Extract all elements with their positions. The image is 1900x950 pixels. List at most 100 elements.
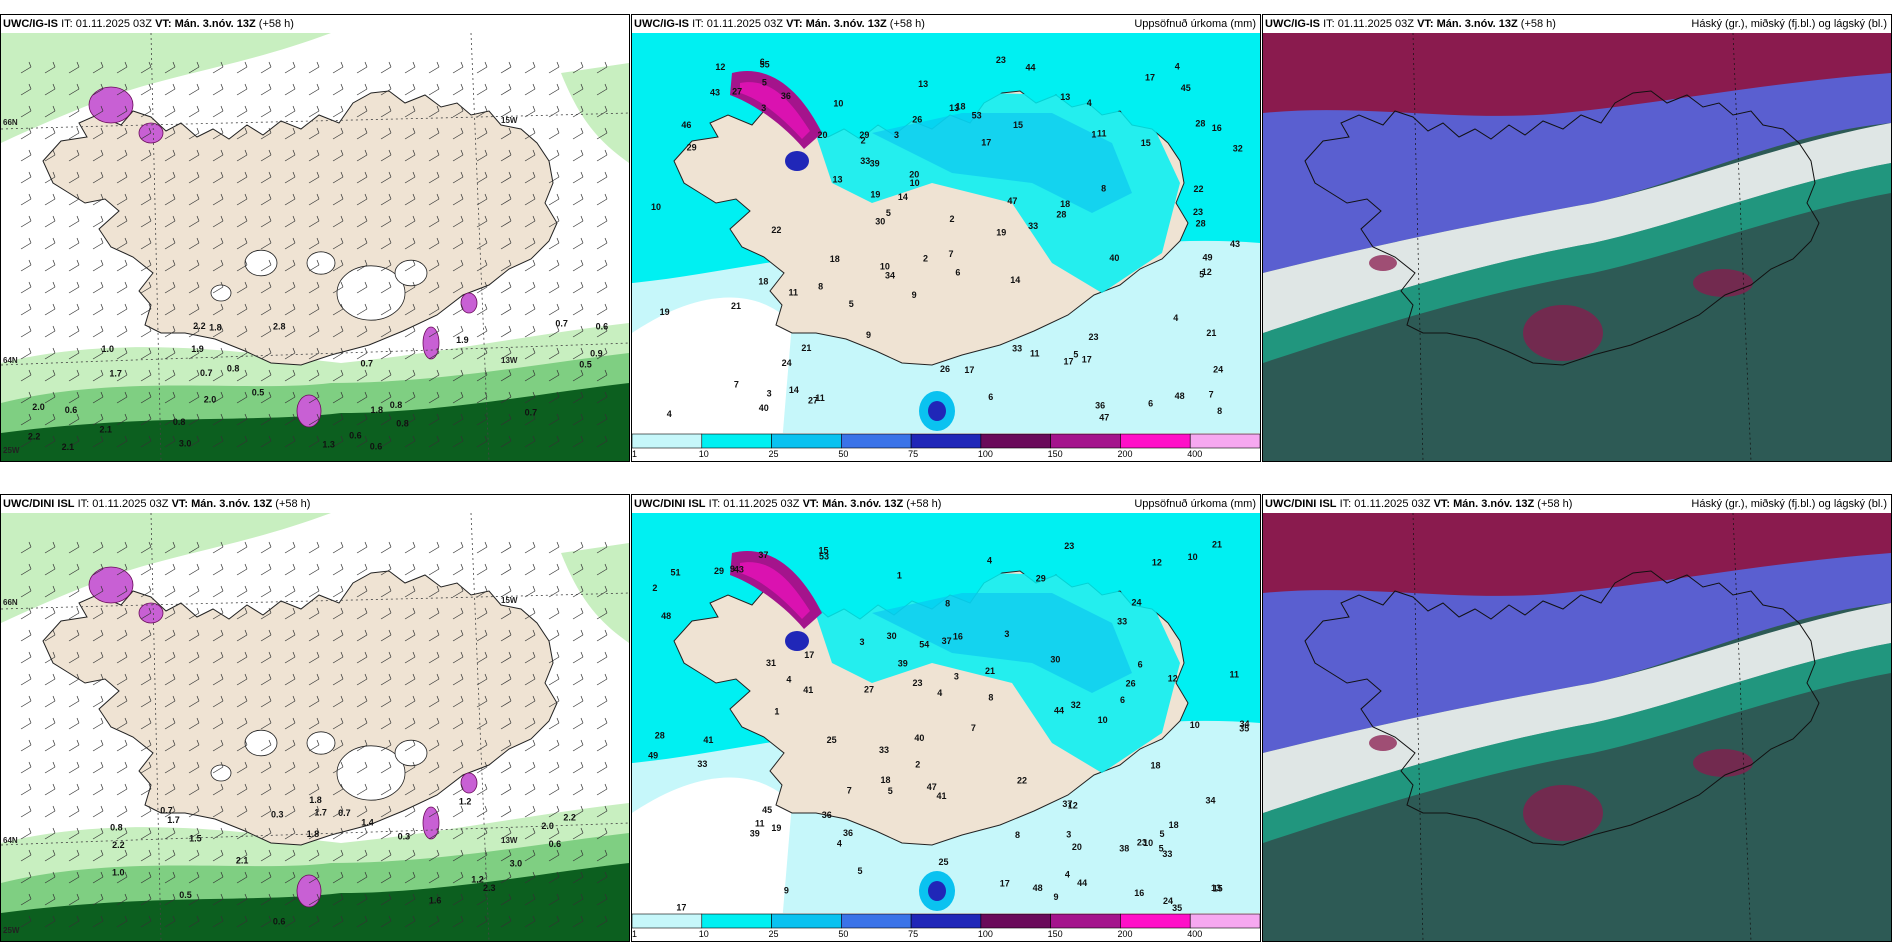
precip-value-95: 3 bbox=[1004, 629, 1009, 639]
precip-value-56: 24 bbox=[1163, 896, 1173, 906]
colorbar-tick-1: 10 bbox=[698, 449, 709, 459]
precip-value-71: 4 bbox=[937, 688, 942, 698]
precip-value-11: 13 bbox=[1211, 883, 1221, 893]
precip-value-2: 26 bbox=[912, 114, 922, 124]
precip-value-46: 15 bbox=[1141, 138, 1151, 148]
precip-value-98: 23 bbox=[1137, 838, 1147, 848]
gust-value-10: 0.6 bbox=[596, 322, 609, 332]
gust-value-18: 2.2 bbox=[28, 431, 41, 441]
gust-value-4: 0.5 bbox=[579, 359, 592, 369]
precip-value-10: 30 bbox=[1050, 654, 1060, 664]
gust-value-24: 1.0 bbox=[101, 344, 114, 354]
precip-value-53: 12 bbox=[1152, 557, 1162, 567]
precip-value-65: 19 bbox=[870, 189, 880, 199]
gust-value-19: 1.7 bbox=[167, 815, 180, 825]
precip-value-72: 4 bbox=[987, 555, 992, 565]
gust-value-13: 1.8 bbox=[209, 323, 222, 333]
init-prefix: IT: bbox=[77, 498, 90, 510]
precip-value-68: 11 bbox=[755, 819, 765, 829]
precip-value-67: 9 bbox=[784, 886, 789, 896]
colorbar-swatch-7 bbox=[1120, 913, 1191, 929]
precip-value-31: 22 bbox=[1194, 184, 1204, 194]
init-time: 01.11.2025 03Z bbox=[723, 498, 800, 510]
init-prefix: IT: bbox=[61, 18, 73, 30]
gust-value-17: 1.9 bbox=[191, 344, 204, 354]
precip-value-12: 40 bbox=[759, 403, 769, 413]
gust-value-0: 0.6 bbox=[65, 405, 78, 415]
precip-value-86: 7 bbox=[971, 723, 976, 733]
precip-value-62: 13 bbox=[918, 79, 928, 89]
precip-value-15: 38 bbox=[1119, 843, 1129, 853]
precip-value-44: 23 bbox=[1089, 332, 1099, 342]
precip-value-43: 40 bbox=[1109, 253, 1119, 263]
precip-value-61: 20 bbox=[817, 130, 827, 140]
panel-ig-cloud: UWC/IG-IS IT: 01.11.2025 03Z VT: Mán. 3.… bbox=[1262, 14, 1892, 462]
colorbar-tick-8: 400 bbox=[1187, 449, 1203, 459]
precip-value-16: 32 bbox=[1071, 700, 1081, 710]
precip-value-85: 12 bbox=[715, 62, 725, 72]
colorbar-swatches bbox=[632, 913, 1260, 929]
precip-value-7: 43 bbox=[734, 565, 744, 575]
valid-prefix: VT: bbox=[1417, 18, 1434, 30]
colorbar-swatch-4 bbox=[910, 433, 982, 449]
precip-value-88: 5 bbox=[1199, 269, 1204, 279]
colorbar-tick-8: 400 bbox=[1187, 929, 1203, 939]
init-time: 01.11.2025 03Z bbox=[92, 498, 169, 510]
precip-value-19: 19 bbox=[660, 307, 670, 317]
precip-value-0: 33 bbox=[697, 759, 707, 769]
valid-prefix: VT: bbox=[155, 18, 172, 30]
panel-header: UWC/DINI ISL IT: 01.11.2025 03Z VT: Mán.… bbox=[1, 495, 629, 513]
precip-value-77: 5 bbox=[888, 786, 893, 796]
colorbar-swatch-3 bbox=[841, 433, 912, 449]
precip-value-1: 33 bbox=[879, 745, 889, 755]
graticule bbox=[1412, 33, 1752, 461]
gust-value-8: 1.6 bbox=[429, 896, 442, 906]
precip-value-85: 10 bbox=[1143, 838, 1153, 848]
precip-value-74: 1 bbox=[1091, 130, 1096, 140]
colorbar-swatch-2 bbox=[771, 433, 842, 449]
precip-value-84: 10 bbox=[1190, 720, 1200, 730]
gust-value-2: 0.8 bbox=[173, 417, 186, 427]
init-prefix: IT: bbox=[708, 498, 721, 510]
precip-value-6: 36 bbox=[1095, 401, 1105, 411]
map-ig-cloud bbox=[1263, 33, 1891, 461]
precip-value-3: 25 bbox=[938, 857, 948, 867]
valid-time: Mán. 3.nóv. 13Z bbox=[1436, 18, 1518, 30]
precip-value-30: 21 bbox=[1206, 328, 1216, 338]
graticule bbox=[1412, 513, 1752, 941]
precip-value-49: 32 bbox=[1233, 143, 1243, 153]
precip-value-32: 44 bbox=[1026, 62, 1036, 72]
gust-value-6: 1.0 bbox=[112, 867, 125, 877]
precip-value-26: 13 bbox=[1060, 92, 1070, 102]
precip-value-30: 20 bbox=[1072, 842, 1082, 852]
colorbar-tick-5: 100 bbox=[977, 929, 993, 939]
precip-value-55: 12 bbox=[1202, 267, 1212, 277]
precip-value-78: 3 bbox=[1066, 829, 1071, 839]
panel-header: UWC/DINI ISL IT: 01.11.2025 03Z VT: Mán.… bbox=[1263, 495, 1891, 513]
precip-value-91: 13 bbox=[949, 103, 959, 113]
precip-value-55: 33 bbox=[1162, 849, 1172, 859]
precip-value-0: 33 bbox=[1012, 343, 1022, 353]
panel-header: UWC/DINI ISL IT: 01.11.2025 03Z VT: Mán.… bbox=[632, 495, 1260, 513]
precip-value-83: 8 bbox=[1015, 830, 1020, 840]
precip-value-47: 40 bbox=[914, 733, 924, 743]
grid-label-0: 66N bbox=[3, 118, 18, 127]
precip-value-102: 14 bbox=[1010, 275, 1020, 285]
gust-value-1: 0.6 bbox=[370, 441, 383, 451]
panel-title: Uppsöfnuð úrkoma (mm) bbox=[1134, 18, 1256, 30]
gust-value-15: 2.8 bbox=[273, 322, 286, 332]
precip-value-51: 24 bbox=[1132, 598, 1142, 608]
map-dini-cloud bbox=[1263, 513, 1891, 941]
precip-value-19: 35 bbox=[1172, 903, 1182, 913]
precip-value-41: 28 bbox=[655, 731, 665, 741]
precip-value-89: 5 bbox=[886, 208, 891, 218]
model-name: UWC/IG-IS bbox=[634, 18, 689, 30]
precip-value-3: 28 bbox=[1056, 209, 1066, 219]
precip-value-57: 20 bbox=[909, 169, 919, 179]
panel-ig-precip: UWC/IG-IS IT: 01.11.2025 03Z VT: Mán. 3.… bbox=[631, 14, 1261, 462]
model-name: UWC/IG-IS bbox=[1265, 18, 1320, 30]
precip-value-98: 4 bbox=[1173, 313, 1178, 323]
valid-prefix: VT: bbox=[786, 18, 803, 30]
grid-label-3: 15W bbox=[501, 116, 518, 125]
graticule bbox=[1, 33, 629, 461]
